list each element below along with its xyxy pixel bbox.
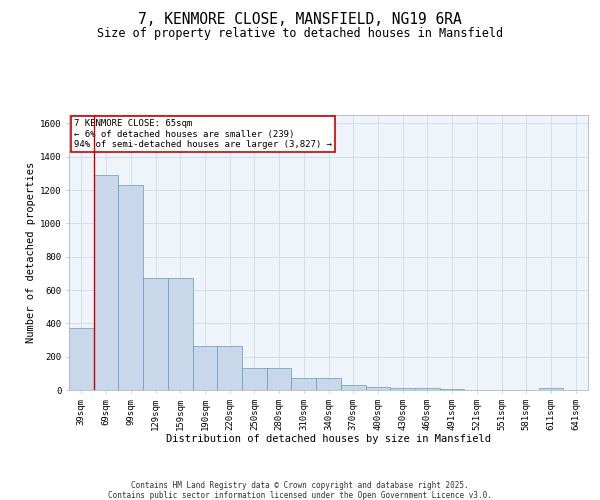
Bar: [242, 368, 267, 390]
Bar: [390, 388, 415, 390]
Text: 7, KENMORE CLOSE, MANSFIELD, NG19 6RA: 7, KENMORE CLOSE, MANSFIELD, NG19 6RA: [138, 12, 462, 28]
Bar: [365, 386, 390, 390]
Bar: [217, 346, 242, 390]
Bar: [193, 346, 217, 390]
Bar: [143, 278, 168, 390]
Bar: [94, 175, 118, 390]
Y-axis label: Number of detached properties: Number of detached properties: [26, 162, 35, 343]
Bar: [118, 185, 143, 390]
Bar: [415, 388, 440, 390]
Text: Contains public sector information licensed under the Open Government Licence v3: Contains public sector information licen…: [108, 491, 492, 500]
Bar: [539, 388, 563, 390]
Bar: [267, 368, 292, 390]
Text: Contains HM Land Registry data © Crown copyright and database right 2025.: Contains HM Land Registry data © Crown c…: [131, 481, 469, 490]
Bar: [168, 278, 193, 390]
Bar: [316, 378, 341, 390]
Bar: [341, 385, 365, 390]
Bar: [440, 389, 464, 390]
Bar: [69, 328, 94, 390]
Bar: [292, 378, 316, 390]
X-axis label: Distribution of detached houses by size in Mansfield: Distribution of detached houses by size …: [166, 434, 491, 444]
Text: Size of property relative to detached houses in Mansfield: Size of property relative to detached ho…: [97, 28, 503, 40]
Text: 7 KENMORE CLOSE: 65sqm
← 6% of detached houses are smaller (239)
94% of semi-det: 7 KENMORE CLOSE: 65sqm ← 6% of detached …: [74, 119, 332, 149]
